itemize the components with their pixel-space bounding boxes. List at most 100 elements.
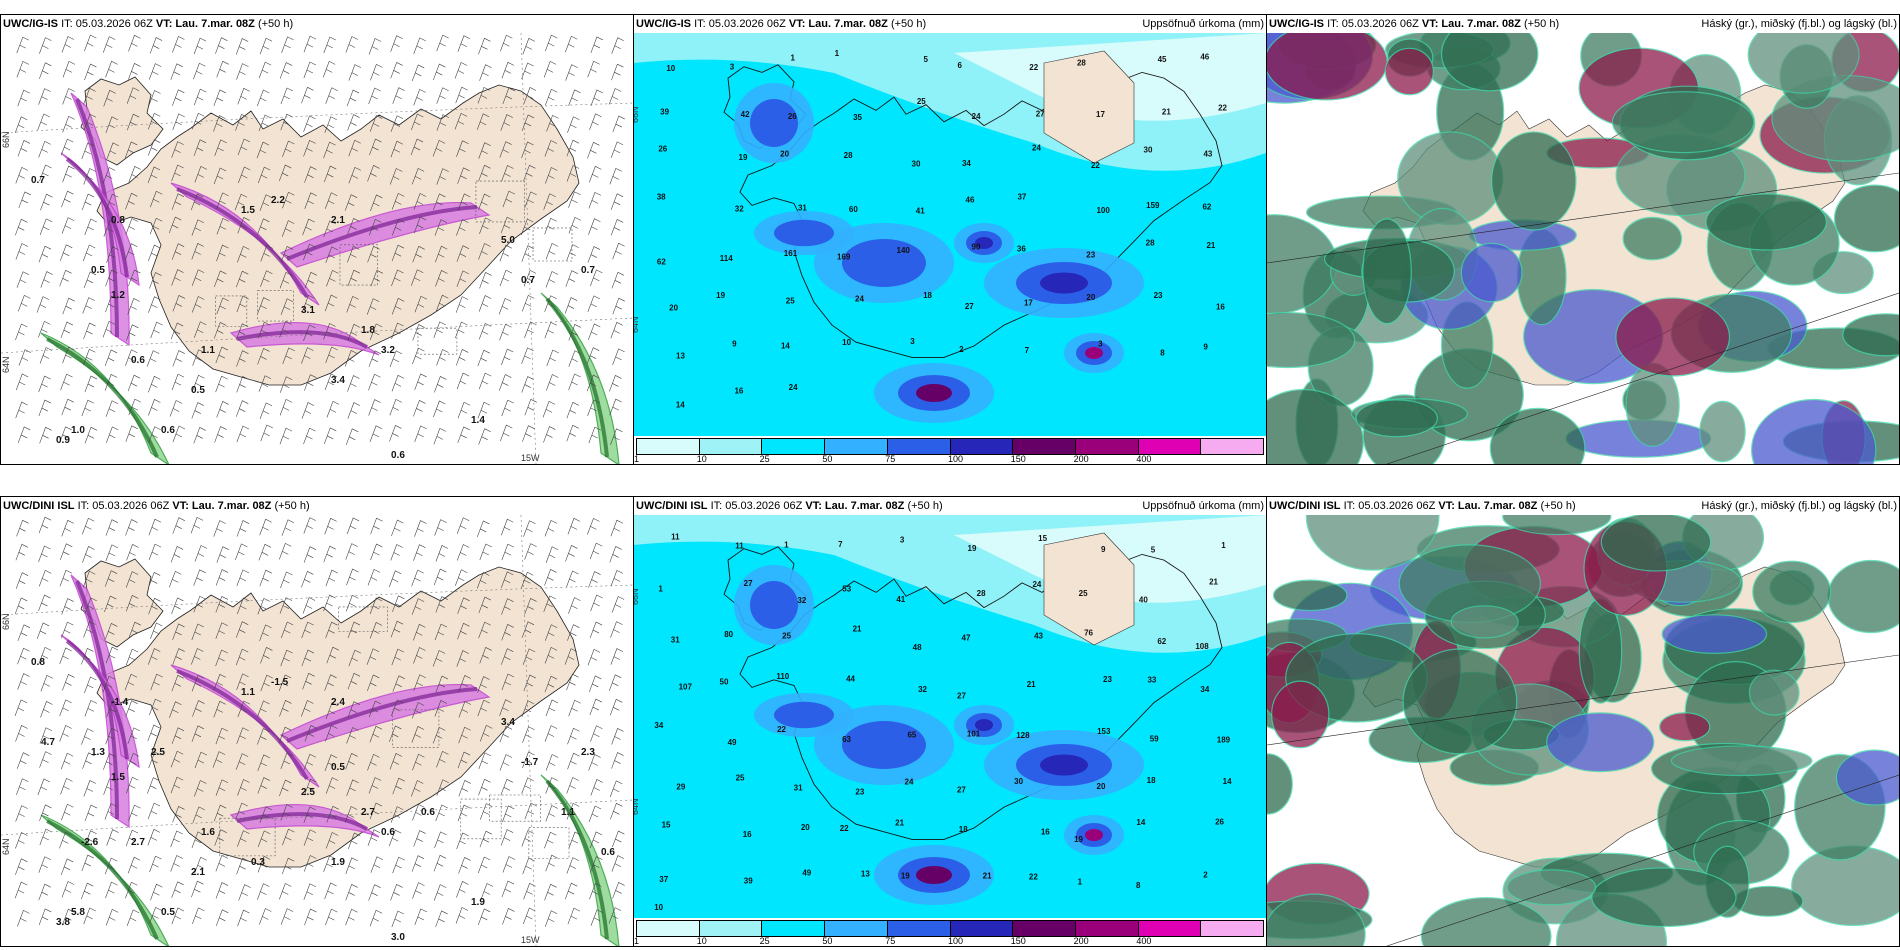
lat-label: 64N bbox=[634, 316, 640, 333]
cloud-cell bbox=[1661, 614, 1768, 654]
cloud-cell bbox=[1267, 753, 1293, 815]
precip-value-label: 24 bbox=[1032, 580, 1041, 589]
precip-value-label: 9 bbox=[1101, 545, 1106, 554]
hatched-area bbox=[338, 606, 388, 632]
cloud-cell bbox=[1450, 605, 1519, 639]
precip-value-label: 31 bbox=[671, 635, 680, 644]
cloud-cell bbox=[1752, 560, 1832, 624]
wind-value-label: 0.6 bbox=[601, 847, 615, 858]
panel-title: UWC/IG-IS IT: 05.03.2026 06Z VT: Lau. 7.… bbox=[634, 15, 1266, 33]
panel-title: UWC/DINI ISL IT: 05.03.2026 06Z VT: Lau.… bbox=[1267, 497, 1899, 515]
precip-value-label: 1 bbox=[784, 541, 789, 550]
precip-value-label: 189 bbox=[1217, 736, 1231, 745]
lon-label: 15W bbox=[521, 935, 540, 945]
lat-label: 66N bbox=[634, 588, 640, 605]
precip-value-label: 37 bbox=[1017, 193, 1026, 202]
legend-color-cell bbox=[887, 439, 951, 454]
precip-value-label: 20 bbox=[1086, 293, 1095, 302]
wind-value-label: 2.4 bbox=[331, 697, 345, 708]
lat-label: 64N bbox=[1, 838, 11, 855]
wind-value-label: 3.8 bbox=[56, 917, 70, 928]
cloud-map bbox=[1267, 515, 1899, 946]
precip-value-label: 110 bbox=[776, 672, 789, 681]
precip-value-label: 24 bbox=[905, 778, 914, 787]
precip-value-label: 10 bbox=[666, 64, 675, 73]
precip-value-label: 10 bbox=[842, 338, 851, 347]
wind-value-label: 0.8 bbox=[31, 657, 45, 668]
precip-value-label: 27 bbox=[965, 302, 974, 311]
wind-value-label: 0.7 bbox=[581, 265, 595, 276]
precip-value-label: 59 bbox=[1150, 734, 1159, 743]
precip-value-label: 60 bbox=[849, 205, 858, 214]
cloud-cell bbox=[1271, 680, 1330, 749]
precip-value-label: 45 bbox=[1158, 55, 1167, 64]
precip-value-label: 29 bbox=[676, 782, 685, 791]
legend-color-cell bbox=[699, 921, 763, 936]
precip-value-label: 128 bbox=[1016, 731, 1030, 740]
heavy-precip-blob bbox=[984, 730, 1144, 800]
precip-value-label: 25 bbox=[917, 97, 926, 106]
latitude-line bbox=[1, 317, 633, 354]
wind-value-label: 0.6 bbox=[161, 425, 175, 436]
lon-label: 15W bbox=[521, 453, 540, 463]
legend-tick-label: 75 bbox=[885, 454, 896, 464]
precip-value-label: 65 bbox=[907, 730, 916, 739]
precip-value-label: 21 bbox=[1027, 680, 1036, 689]
lead-time: (+50 h) bbox=[1540, 500, 1576, 512]
hatched-area bbox=[528, 827, 570, 860]
precip-value-label: 76 bbox=[1084, 629, 1093, 638]
precip-value-label: 43 bbox=[1203, 150, 1212, 159]
lead-time: (+50 h) bbox=[907, 500, 943, 512]
precip-panel-bottom: UWC/DINI ISL IT: 05.03.2026 06Z VT: Lau.… bbox=[633, 496, 1267, 947]
wind-value-label: 5.8 bbox=[71, 907, 85, 918]
wind-precip-band bbox=[40, 814, 170, 946]
precip-value-label: 3 bbox=[900, 535, 905, 544]
precip-value-label: 32 bbox=[797, 596, 806, 605]
legend-color-cell bbox=[1201, 921, 1264, 936]
wind-value-label: 0.6 bbox=[391, 450, 405, 461]
precip-value-label: 6 bbox=[958, 61, 963, 70]
precip-value-label: 16 bbox=[734, 387, 743, 396]
precip-value-label: 18 bbox=[923, 291, 932, 300]
dry-land-area bbox=[1043, 50, 1135, 164]
precip-value-label: 42 bbox=[741, 110, 750, 119]
wind-value-label: -1.7 bbox=[521, 757, 539, 768]
legend-color-cell bbox=[762, 921, 826, 936]
precip-value-label: 16 bbox=[1041, 828, 1050, 837]
cloud-cell bbox=[1267, 893, 1366, 946]
precip-value-label: 46 bbox=[1200, 52, 1209, 61]
cloud-cell bbox=[1750, 398, 1877, 464]
precip-value-label: 37 bbox=[659, 875, 668, 884]
precip-value-label: 22 bbox=[840, 824, 849, 833]
heavy-precip-blob bbox=[874, 363, 994, 423]
precip-value-label: 20 bbox=[669, 303, 678, 312]
precip-value-label: 63 bbox=[842, 735, 851, 744]
wind-value-label: 0.5 bbox=[331, 762, 345, 773]
wind-value-label: -1.5 bbox=[271, 677, 289, 688]
precip-value-label: 161 bbox=[784, 249, 798, 258]
precip-value-label: 7 bbox=[1025, 346, 1030, 355]
precip-value-label: 20 bbox=[780, 150, 789, 159]
precip-value-label: 22 bbox=[1218, 103, 1227, 112]
valid-time: VT: Lau. 7.mar. 08Z bbox=[805, 500, 905, 512]
precip-value-label: 26 bbox=[788, 112, 797, 121]
precip-value-label: 2 bbox=[1203, 871, 1208, 880]
precip-value-label: 62 bbox=[1157, 637, 1166, 646]
cloud-cell bbox=[1615, 297, 1731, 377]
heavy-precip-blob bbox=[734, 83, 814, 163]
wind-value-label: 2.1 bbox=[191, 867, 205, 878]
hatched-area bbox=[417, 327, 458, 355]
precip-value-label: 17 bbox=[1096, 110, 1105, 119]
precip-value-label: 23 bbox=[1154, 291, 1163, 300]
precip-value-label: 13 bbox=[861, 869, 870, 878]
precip-value-label: 40 bbox=[1139, 596, 1148, 605]
panel-title: UWC/IG-IS IT: 05.03.2026 06Z VT: Lau. 7.… bbox=[1267, 15, 1899, 33]
wind-value-label: 1.8 bbox=[361, 325, 375, 336]
heavy-precip-blob bbox=[1064, 333, 1124, 373]
cloud-cell bbox=[1611, 91, 1755, 154]
field-title: Uppsöfnuð úrkoma (mm) bbox=[1142, 500, 1264, 512]
precip-value-label: 169 bbox=[837, 252, 851, 261]
precip-value-label: 25 bbox=[736, 773, 745, 782]
legend-color-cell bbox=[1075, 439, 1139, 454]
